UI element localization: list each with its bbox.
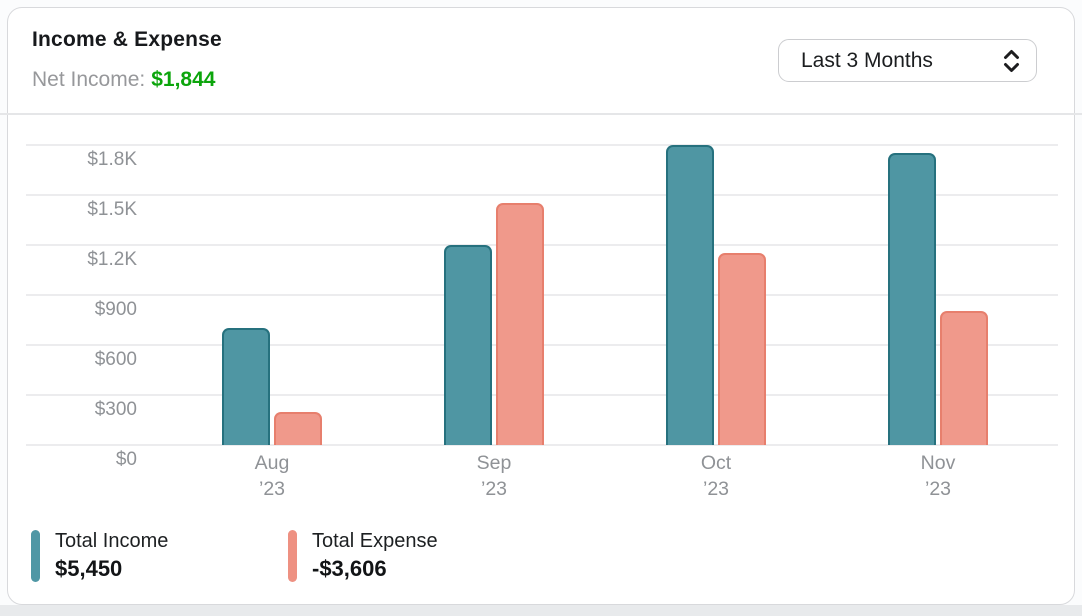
header-divider bbox=[0, 113, 1082, 115]
y-axis-tick-label: $1.8K bbox=[87, 149, 137, 170]
legend-item-expense: Total Expense -$3,606 bbox=[288, 527, 438, 583]
x-axis-tick-label: Sep ’23 bbox=[476, 452, 512, 500]
net-income-row: Net Income: $1,844 bbox=[32, 68, 215, 92]
income-legend-label: Total Income bbox=[55, 530, 169, 552]
expense-legend-label: Total Expense bbox=[312, 530, 438, 552]
y-axis-tick-label: $0 bbox=[115, 449, 137, 470]
income-bar-oct--23[interactable] bbox=[666, 145, 714, 445]
income-bar-aug--23[interactable] bbox=[222, 328, 270, 445]
income-legend-value: $5,450 bbox=[55, 556, 123, 581]
income-bar-nov--23[interactable] bbox=[888, 153, 936, 445]
page-bottom-strip bbox=[0, 605, 1082, 616]
expense-legend-swatch bbox=[288, 530, 297, 582]
expense-bar-sep--23[interactable] bbox=[496, 203, 544, 445]
y-gridline bbox=[26, 194, 1058, 196]
y-axis-tick-label: $1.2K bbox=[87, 249, 137, 270]
y-axis-tick-label: $300 bbox=[94, 399, 137, 420]
period-select[interactable]: Last 3 Months bbox=[778, 39, 1037, 82]
expense-bar-aug--23[interactable] bbox=[274, 411, 322, 445]
net-income-value: $1,844 bbox=[151, 68, 216, 91]
x-axis-tick-label: Nov ’23 bbox=[920, 452, 956, 500]
y-axis-tick-label: $1.5K bbox=[87, 199, 137, 220]
expense-bar-oct--23[interactable] bbox=[718, 253, 766, 445]
income-legend-swatch bbox=[31, 530, 40, 582]
y-axis-tick-label: $600 bbox=[94, 349, 137, 370]
legend-item-income: Total Income $5,450 bbox=[31, 527, 168, 583]
chevron-up-down-icon bbox=[1001, 48, 1022, 74]
period-select-value: Last 3 Months bbox=[801, 48, 933, 72]
card-title: Income & Expense bbox=[32, 28, 222, 51]
y-gridline bbox=[26, 144, 1058, 146]
income-bar-sep--23[interactable] bbox=[444, 245, 492, 445]
net-income-label: Net Income: bbox=[32, 68, 146, 91]
expense-bar-nov--23[interactable] bbox=[940, 310, 988, 445]
expense-legend-value: -$3,606 bbox=[312, 556, 387, 581]
y-gridline bbox=[26, 444, 1058, 446]
x-axis-tick-label: Oct ’23 bbox=[700, 452, 732, 500]
y-axis-tick-label: $900 bbox=[94, 299, 137, 320]
x-axis-tick-label: Aug ’23 bbox=[254, 452, 290, 500]
